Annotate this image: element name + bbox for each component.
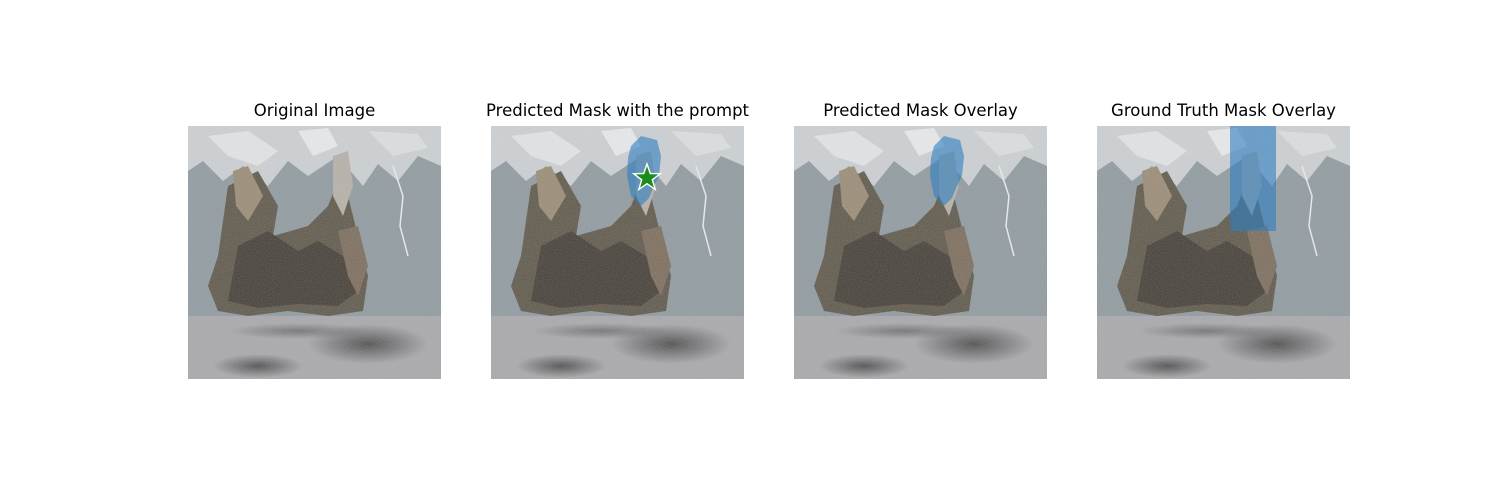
- wall-texture-image: [188, 126, 441, 379]
- wall-texture-image: [1097, 126, 1350, 379]
- panel-title: Predicted Mask Overlay: [823, 101, 1018, 120]
- wall-texture-image: [491, 126, 744, 379]
- wall-image: [491, 126, 744, 379]
- panel-title: Predicted Mask with the prompt: [485, 101, 750, 120]
- wall-image: [188, 126, 441, 379]
- wall-image: [1097, 126, 1350, 379]
- panel-title: Original Image: [253, 101, 376, 120]
- wall-texture-image: [794, 126, 1047, 379]
- ground-truth-mask: [1230, 126, 1276, 231]
- panel-title: Ground Truth Mask Overlay: [1111, 101, 1336, 120]
- prompt-star-icon: [631, 161, 663, 192]
- wall-image: [794, 126, 1047, 379]
- predicted-mask: [930, 136, 964, 206]
